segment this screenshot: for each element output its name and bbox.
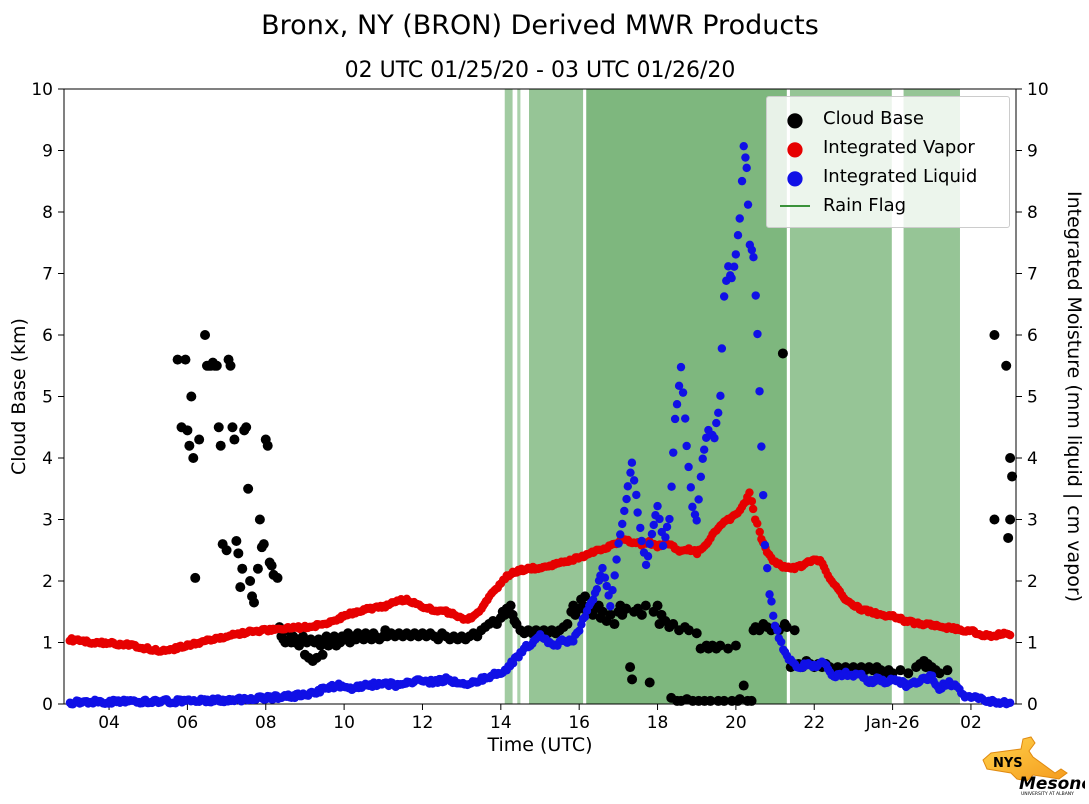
- legend: ● Cloud Base ● Integrated Vapor ● Integr…: [766, 96, 1010, 228]
- svg-text:4: 4: [1027, 449, 1038, 469]
- chart-subtitle: 02 UTC 01/25/20 - 03 UTC 01/26/20: [344, 58, 736, 83]
- y-axis-label-right: Integrated Moisture (mm liquid | cm vapo…: [1063, 190, 1085, 603]
- svg-text:3: 3: [1027, 511, 1038, 531]
- svg-text:02: 02: [960, 713, 982, 733]
- svg-text:5: 5: [1027, 388, 1038, 408]
- svg-text:0: 0: [42, 695, 53, 715]
- svg-text:16: 16: [568, 713, 590, 733]
- svg-text:9: 9: [1027, 142, 1038, 162]
- svg-text:08: 08: [255, 713, 277, 733]
- svg-text:2: 2: [42, 572, 53, 592]
- svg-text:4: 4: [42, 449, 53, 469]
- nys-mesonet-logo: NYS Mesonet UNIVERSITY AT ALBANY: [977, 732, 1089, 800]
- logo-tagline-text: UNIVERSITY AT ALBANY: [1021, 791, 1074, 796]
- liquid-dot-icon: ●: [786, 164, 804, 189]
- legend-label: Cloud Base: [823, 108, 924, 129]
- svg-text:0: 0: [1027, 695, 1038, 715]
- svg-text:14: 14: [490, 713, 512, 733]
- svg-text:1: 1: [1027, 634, 1038, 654]
- svg-text:12: 12: [412, 713, 434, 733]
- svg-text:2: 2: [1027, 572, 1038, 592]
- svg-text:10: 10: [1027, 80, 1049, 100]
- svg-text:6: 6: [1027, 326, 1038, 346]
- legend-label: Integrated Liquid: [823, 166, 978, 187]
- svg-text:6: 6: [42, 326, 53, 346]
- svg-text:22: 22: [803, 713, 825, 733]
- svg-text:Jan-26: Jan-26: [865, 713, 920, 733]
- ny-state-shape-icon: [982, 736, 1068, 782]
- x-axis-label: Time (UTC): [487, 734, 593, 756]
- svg-text:5: 5: [42, 388, 53, 408]
- svg-text:10: 10: [31, 80, 53, 100]
- svg-text:9: 9: [42, 142, 53, 162]
- logo-nys-text: NYS: [993, 756, 1023, 771]
- svg-text:10: 10: [333, 713, 355, 733]
- legend-label: Rain Flag: [823, 195, 907, 216]
- legend-item-integrated-liquid: ● Integrated Liquid: [767, 162, 1009, 191]
- cloud-base-dot-icon: ●: [786, 106, 804, 131]
- logo-mesonet-text: Mesonet: [1019, 774, 1085, 794]
- svg-text:8: 8: [42, 203, 53, 223]
- svg-text:1: 1: [42, 634, 53, 654]
- svg-text:20: 20: [725, 713, 747, 733]
- legend-item-cloud-base: ● Cloud Base: [767, 104, 1009, 133]
- svg-text:06: 06: [177, 713, 199, 733]
- chart-title: Bronx, NY (BRON) Derived MWR Products: [261, 10, 819, 41]
- svg-text:18: 18: [647, 713, 669, 733]
- svg-text:04: 04: [98, 713, 120, 733]
- svg-text:7: 7: [42, 265, 53, 285]
- svg-text:8: 8: [1027, 203, 1038, 223]
- legend-item-rain-flag: Rain Flag: [767, 191, 1009, 220]
- legend-item-integrated-vapor: ● Integrated Vapor: [767, 133, 1009, 162]
- svg-text:3: 3: [42, 511, 53, 531]
- vapor-dot-icon: ●: [786, 135, 804, 160]
- rain-flag-line-icon: [767, 204, 823, 207]
- svg-text:7: 7: [1027, 265, 1038, 285]
- legend-label: Integrated Vapor: [823, 137, 975, 158]
